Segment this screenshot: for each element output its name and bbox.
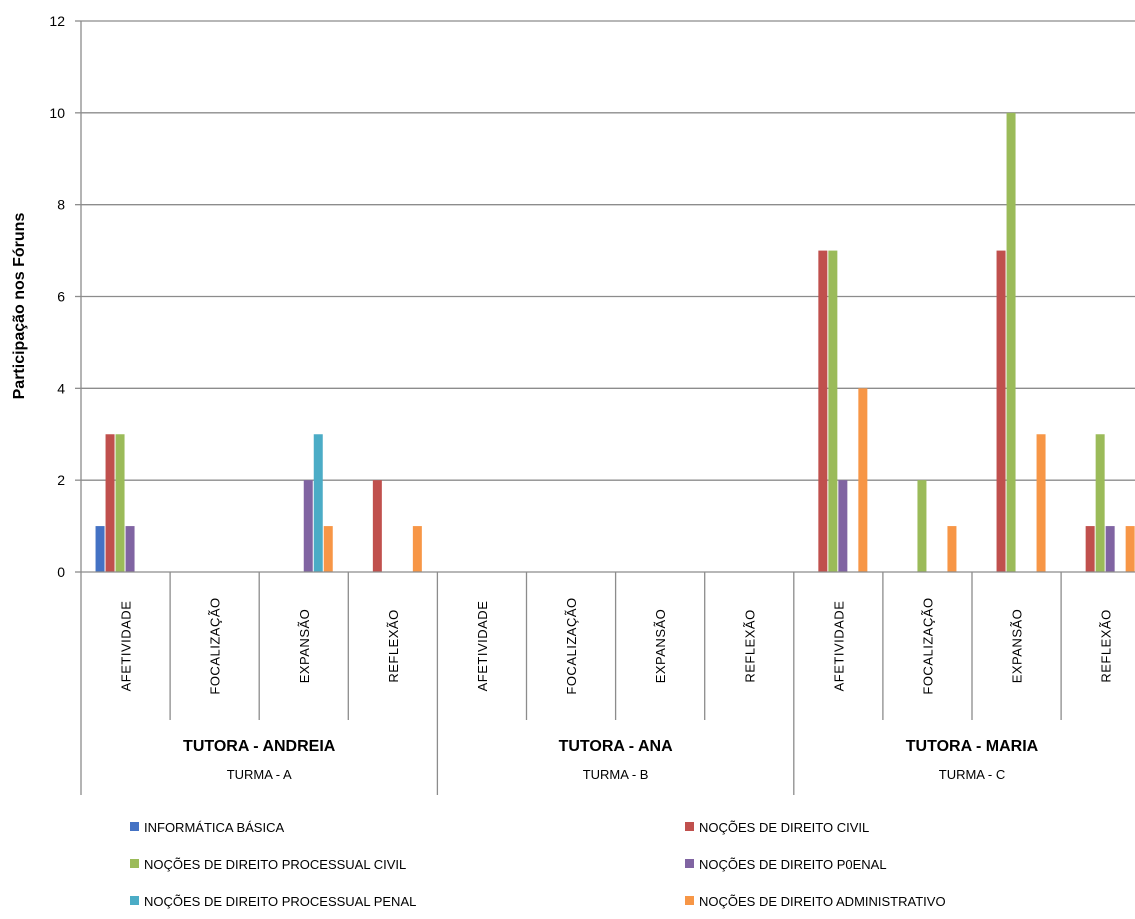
bar: [105, 434, 115, 572]
bar: [1085, 526, 1095, 572]
y-tick-label: 4: [57, 380, 65, 396]
legend-swatch: [685, 896, 694, 905]
legend-label: NOÇÕES DE DIREITO PROCESSUAL PENAL: [144, 894, 416, 909]
x-category-label: AFETIVIDADE: [475, 601, 490, 692]
bar: [996, 250, 1006, 573]
group-turma-label: TURMA - C: [939, 767, 1005, 782]
legend-label: NOÇÕES DE DIREITO ADMINISTRATIVO: [699, 894, 946, 909]
bar: [818, 250, 828, 573]
bar: [125, 526, 135, 572]
x-category-labels: AFETIVIDADE FOCALIZAÇÃO EXPANSÃO REFLEXÃO AF…: [119, 597, 1114, 694]
x-category-label: FOCALIZAÇÃO: [920, 597, 935, 694]
legend-swatch: [685, 859, 694, 868]
x-category-label: FOCALIZAÇÃO: [208, 597, 223, 694]
bar: [838, 480, 848, 572]
legend-swatch: [130, 896, 139, 905]
group-turma-label: TURMA - A: [227, 767, 292, 782]
bar: [917, 480, 927, 572]
y-tick-label: 12: [49, 13, 65, 29]
bar: [1036, 434, 1046, 572]
y-tick-label: 10: [49, 105, 65, 121]
bar: [1105, 526, 1115, 572]
group-turma-label: TURMA - B: [583, 767, 649, 782]
bar: [1006, 112, 1016, 572]
legend: INFORMÁTICA BÁSICA NOÇÕES DE DIREITO CIVI…: [130, 820, 946, 909]
bar: [1095, 434, 1105, 572]
bars: [95, 112, 1135, 573]
legend-item: NOÇÕES DE DIREITO PROCESSUAL CIVIL: [130, 857, 406, 872]
legend-item: NOÇÕES DE DIREITO PROCESSUAL PENAL: [130, 894, 416, 909]
axes: [75, 20, 1135, 795]
x-category-label: EXPANSÃO: [297, 609, 312, 684]
y-axis-label: Participação nos Fóruns: [11, 213, 28, 400]
y-tick-label: 6: [57, 289, 65, 305]
x-category-label: FOCALIZAÇÃO: [564, 597, 579, 694]
group-tutor-label: TUTORA - ANDREIA: [183, 738, 336, 755]
bar: [313, 434, 323, 572]
legend-swatch: [130, 822, 139, 831]
group-tutor-label: TUTORA - MARIA: [906, 738, 1039, 755]
bar: [372, 480, 382, 572]
x-category-label: AFETIVIDADE: [119, 601, 134, 692]
legend-label: NOÇÕES DE DIREITO CIVIL: [699, 820, 869, 835]
x-category-label: EXPANSÃO: [653, 609, 668, 684]
bar: [303, 480, 313, 572]
legend-swatch: [130, 859, 139, 868]
legend-item: NOÇÕES DE DIREITO ADMINISTRATIVO: [685, 894, 946, 909]
legend-item: NOÇÕES DE DIREITO P0ENAL: [685, 857, 887, 872]
bar: [947, 526, 957, 572]
y-tick-labels: 0 2 4 6 8 10 12: [49, 13, 65, 580]
bar: [828, 250, 838, 573]
x-category-label: EXPANSÃO: [1010, 609, 1025, 684]
group-tutor-label: TUTORA - ANA: [559, 738, 674, 755]
legend-label: INFORMÁTICA BÁSICA: [144, 820, 284, 835]
legend-label: NOÇÕES DE DIREITO PROCESSUAL CIVIL: [144, 857, 406, 872]
bar: [1125, 526, 1135, 572]
x-category-label: REFLEXÃO: [742, 609, 757, 682]
bar: [115, 434, 125, 572]
x-category-label: REFLEXÃO: [386, 609, 401, 682]
x-category-label: AFETIVIDADE: [831, 601, 846, 692]
legend-item: NOÇÕES DE DIREITO CIVIL: [685, 820, 869, 835]
legend-label: NOÇÕES DE DIREITO P0ENAL: [699, 857, 887, 872]
x-category-label: REFLEXÃO: [1099, 609, 1114, 682]
legend-swatch: [685, 822, 694, 831]
y-tick-label: 8: [57, 197, 65, 213]
legend-item: INFORMÁTICA BÁSICA: [130, 820, 284, 835]
bar: [323, 526, 333, 572]
y-tick-label: 2: [57, 472, 65, 488]
bar: [95, 526, 105, 572]
bar: [412, 526, 422, 572]
x-group-labels: TUTORA - ANDREIA TURMA - A TUTORA - ANA TUR…: [183, 738, 1039, 782]
y-tick-label: 0: [57, 564, 65, 580]
bar: [858, 388, 868, 572]
gridlines: [81, 20, 1135, 481]
